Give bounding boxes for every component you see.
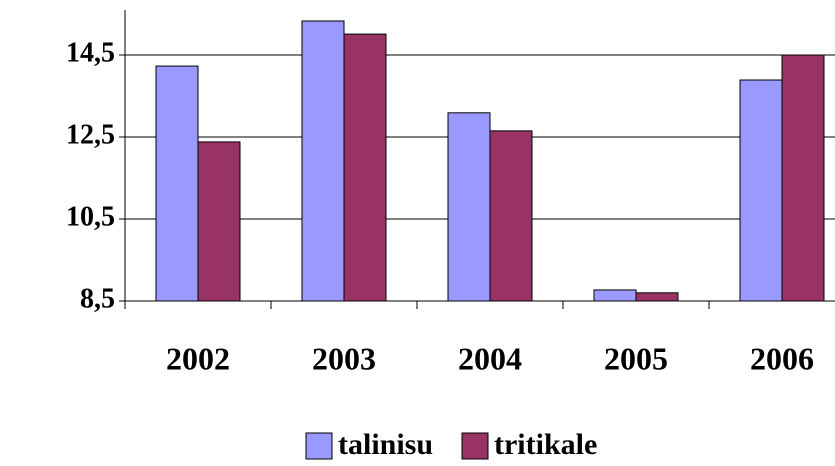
bar [489, 130, 533, 302]
bar [343, 33, 387, 302]
x-tick-label: 2006 [750, 340, 814, 376]
legend-swatch [461, 432, 489, 460]
bar [635, 292, 679, 302]
x-tick-label: 2002 [166, 340, 230, 376]
y-tick-label: 12,5 [66, 119, 115, 150]
y-tick-label: 8,5 [80, 283, 115, 314]
bar [301, 20, 345, 302]
x-tick-label: 2004 [458, 340, 522, 376]
legend-label: talinisu [338, 428, 433, 461]
bar [739, 79, 783, 302]
legend-swatch [305, 432, 333, 460]
x-tick-label: 2003 [312, 340, 376, 376]
bar [155, 65, 199, 302]
y-tick-label: 10,5 [66, 201, 115, 232]
bar [447, 112, 491, 302]
x-tick-label: 2005 [604, 340, 668, 376]
y-tick-label: 14,5 [66, 37, 115, 68]
legend-label: tritikale [494, 428, 597, 461]
bar [593, 289, 637, 302]
bar [197, 141, 241, 302]
bar [781, 54, 825, 302]
